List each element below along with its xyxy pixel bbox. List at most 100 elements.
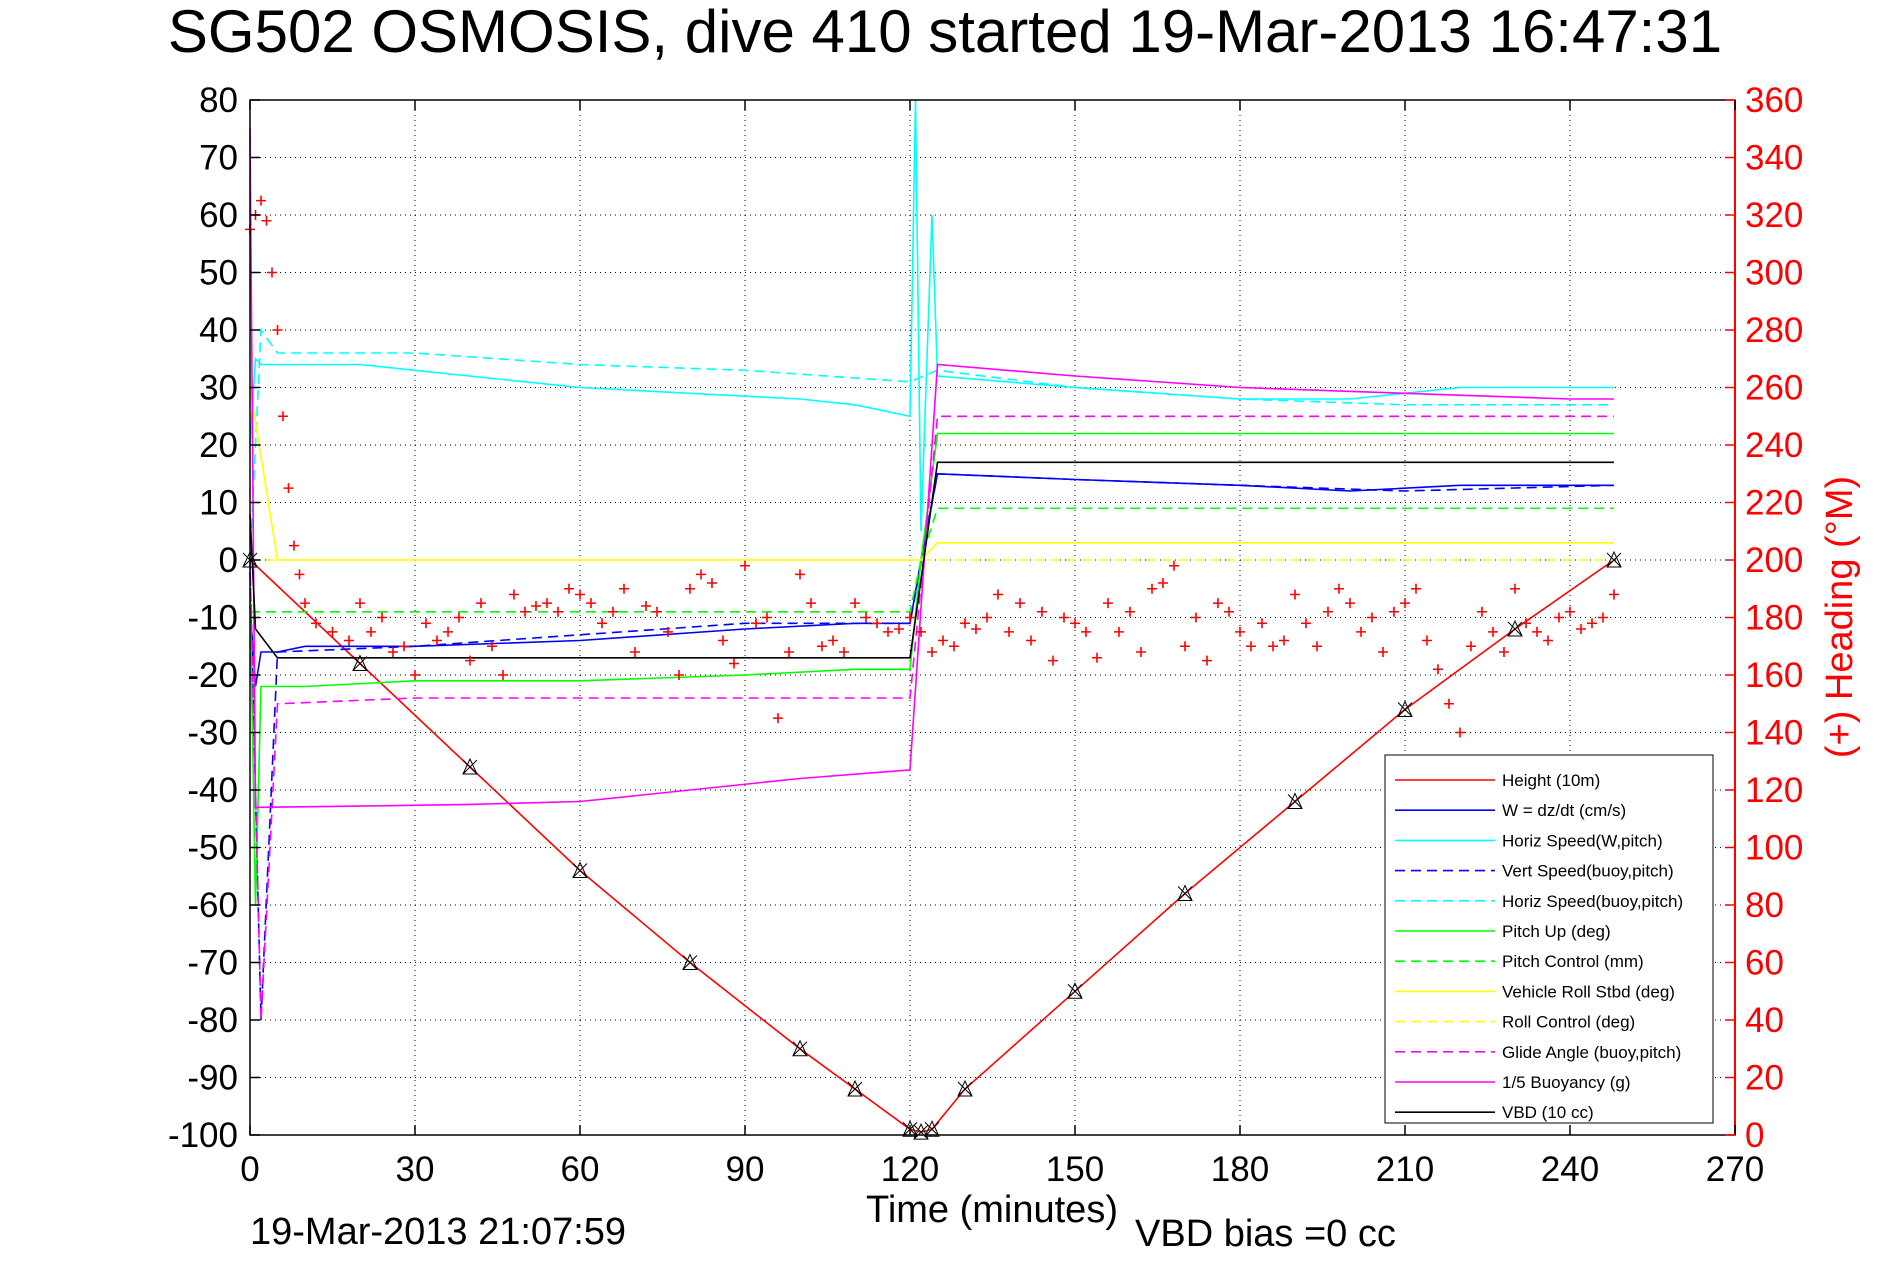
x-tick-label: 30	[396, 1150, 435, 1189]
x-tick-label: 210	[1376, 1150, 1434, 1189]
depth-marker	[1287, 792, 1303, 809]
heading-point	[520, 606, 530, 617]
y-right-tick-label: 360	[1745, 81, 1803, 120]
legend-label: Vert Speed(buoy,pitch)	[1502, 862, 1674, 881]
heading-point	[927, 647, 937, 657]
heading-point	[784, 647, 794, 657]
heading-point	[1147, 583, 1157, 594]
y-right-tick-label: 260	[1745, 369, 1803, 408]
depth-marker	[924, 1120, 940, 1137]
legend-label: Horiz Speed(W,pitch)	[1502, 831, 1663, 850]
y-tick-label: -70	[187, 944, 238, 983]
heading-point	[487, 641, 497, 652]
legend-label: Vehicle Roll Stbd (deg)	[1502, 982, 1675, 1001]
heading-point	[1235, 626, 1245, 637]
heading-point	[575, 589, 585, 600]
heading-point	[1070, 618, 1080, 629]
series-line-6	[250, 507, 1614, 613]
legend-label: Roll Control (deg)	[1502, 1013, 1635, 1032]
heading-point	[1169, 560, 1179, 571]
y-right-tick-label: 100	[1745, 829, 1803, 868]
heading-series	[245, 195, 1619, 738]
heading-point	[1180, 641, 1190, 652]
heading-point	[883, 626, 893, 637]
heading-point	[586, 598, 596, 609]
heading-point	[421, 618, 431, 629]
heading-point	[294, 569, 305, 580]
y-right-tick-label: 180	[1745, 599, 1803, 638]
depth-marker	[1606, 550, 1622, 568]
heading-point	[608, 606, 618, 617]
legend-label: Glide Angle (buoy,pitch)	[1502, 1043, 1681, 1062]
y-tick-label: 50	[199, 254, 238, 293]
heading-point	[1015, 598, 1025, 609]
heading-point	[1279, 635, 1289, 646]
y-right-tick-label: 240	[1745, 426, 1803, 465]
legend-label: W = dz/dt (cm/s)	[1502, 801, 1626, 820]
heading-point	[1543, 635, 1553, 646]
heading-point	[1213, 598, 1223, 609]
heading-point	[773, 713, 783, 724]
heading-point	[1323, 606, 1333, 617]
y-right-tick-label: 0	[1745, 1116, 1764, 1155]
legend-label: Horiz Speed(buoy,pitch)	[1502, 892, 1683, 911]
heading-point	[1202, 655, 1212, 666]
depth-marker	[1177, 884, 1193, 901]
heading-point	[795, 569, 805, 580]
heading-point	[872, 618, 882, 629]
y-tick-label: 0	[219, 541, 238, 580]
heading-point	[1334, 583, 1344, 594]
depth-marker	[682, 953, 698, 970]
heading-point	[993, 589, 1003, 600]
footer-vbd-bias: VBD bias =0 cc	[1135, 1213, 1396, 1255]
y-right-axis-ticks: 3603403203002802602402202001801601401201…	[1725, 81, 1803, 1155]
heading-point	[1345, 598, 1355, 609]
depth-marker	[847, 1079, 863, 1097]
heading-point	[344, 635, 354, 646]
heading-point	[938, 635, 948, 646]
heading-point	[1499, 647, 1509, 657]
heading-point	[366, 626, 376, 637]
heading-point	[949, 641, 959, 652]
heading-point	[1598, 612, 1608, 623]
y-tick-label: -20	[187, 656, 238, 695]
heading-point	[652, 606, 662, 617]
legend-label: Pitch Control (mm)	[1502, 952, 1644, 971]
legend-label: Pitch Up (deg)	[1502, 922, 1611, 941]
y-tick-label: 10	[199, 484, 238, 523]
heading-point	[806, 598, 816, 609]
y-axis-ticks: 80 70 60 50 40 30 20 10 0 -10 -20 -30 -40 -50 -60 -70 -8…	[168, 81, 260, 1155]
x-tick-label: 60	[561, 1150, 600, 1189]
heading-point	[1125, 606, 1135, 617]
y-tick-label: -80	[187, 1001, 238, 1040]
depth-marker	[913, 1122, 929, 1140]
heading-point	[1400, 598, 1410, 609]
depth-marker	[792, 1039, 808, 1057]
y-tick-label: 20	[199, 426, 238, 465]
heading-point	[1136, 647, 1146, 657]
y-tick-label: -30	[187, 714, 238, 753]
y-right-tick-label: 40	[1745, 1001, 1784, 1040]
heading-point	[1268, 641, 1278, 652]
series-line-5	[249, 432, 1614, 906]
heading-point	[1565, 606, 1575, 617]
heading-point	[982, 612, 992, 623]
heading-point	[762, 612, 772, 623]
heading-point	[1444, 698, 1454, 709]
y-right-tick-label: 160	[1745, 656, 1803, 695]
series-line-11	[249, 461, 1614, 659]
x-axis-label: Time (minutes)	[866, 1189, 1118, 1231]
heading-point	[597, 618, 607, 629]
heading-point	[740, 560, 750, 571]
legend-box	[1384, 754, 1714, 1124]
heading-point	[289, 540, 299, 551]
y-right-axis-label: (+) Heading (°M)	[1819, 476, 1861, 758]
heading-point	[399, 641, 409, 652]
heading-point	[355, 598, 365, 609]
y-tick-label: -50	[187, 829, 238, 868]
heading-point	[729, 658, 739, 669]
x-tick-label: 240	[1541, 1150, 1599, 1189]
legend-label: VBD (10 cc)	[1502, 1103, 1594, 1122]
heading-point	[1103, 598, 1113, 609]
